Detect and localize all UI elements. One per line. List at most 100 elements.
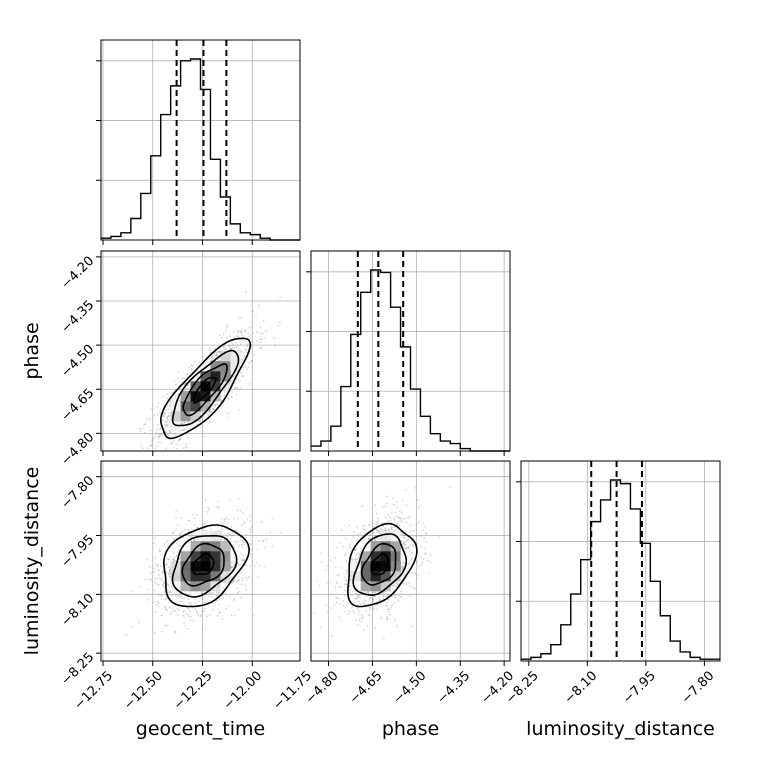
sample-point bbox=[183, 621, 185, 624]
sample-point bbox=[356, 526, 358, 528]
sample-point bbox=[195, 514, 198, 517]
sample-point bbox=[355, 619, 357, 622]
sample-point bbox=[410, 530, 412, 533]
sample-point bbox=[269, 531, 272, 534]
sample-point bbox=[219, 612, 221, 614]
sample-point bbox=[193, 361, 196, 363]
sample-point bbox=[183, 383, 186, 385]
density-cell bbox=[200, 361, 211, 372]
sample-point bbox=[189, 610, 191, 613]
sample-point bbox=[366, 591, 368, 594]
sample-point bbox=[387, 593, 390, 596]
sample-point bbox=[387, 608, 389, 611]
sample-point bbox=[154, 536, 156, 539]
sample-point bbox=[416, 542, 419, 545]
sample-point bbox=[374, 627, 377, 630]
sample-point bbox=[187, 519, 190, 522]
sample-point bbox=[165, 431, 167, 433]
density-cell bbox=[180, 401, 191, 412]
sample-point bbox=[355, 592, 357, 595]
sample-point bbox=[188, 388, 191, 390]
density-cell bbox=[170, 571, 181, 582]
sample-point bbox=[342, 545, 345, 548]
sample-point bbox=[249, 337, 251, 340]
sample-point bbox=[409, 585, 412, 588]
sample-point bbox=[171, 590, 174, 593]
sample-point bbox=[246, 545, 248, 548]
sample-point bbox=[353, 611, 356, 614]
sample-point bbox=[358, 619, 361, 622]
sample-point bbox=[125, 456, 127, 458]
sample-point bbox=[393, 601, 396, 604]
sample-point bbox=[403, 543, 406, 545]
sample-point bbox=[208, 411, 211, 413]
sample-point bbox=[183, 377, 185, 380]
sample-point bbox=[158, 568, 160, 571]
density-cell bbox=[200, 561, 211, 572]
sample-point bbox=[224, 528, 227, 531]
sample-point bbox=[334, 586, 337, 588]
sample-point bbox=[240, 331, 243, 334]
sample-point bbox=[167, 419, 169, 422]
density-cell bbox=[220, 541, 231, 552]
sample-point bbox=[241, 546, 244, 548]
sample-point bbox=[157, 401, 160, 404]
sample-point bbox=[334, 556, 337, 559]
sample-point bbox=[394, 515, 397, 518]
sample-point bbox=[226, 534, 229, 537]
sample-point bbox=[168, 575, 171, 578]
sample-point bbox=[384, 505, 387, 508]
sample-point bbox=[168, 414, 171, 417]
sample-point bbox=[403, 542, 405, 544]
density-cell bbox=[350, 561, 362, 572]
sample-point bbox=[425, 540, 428, 543]
sample-point bbox=[336, 546, 339, 549]
sample-point bbox=[160, 614, 163, 617]
contour-line bbox=[181, 542, 225, 587]
sample-point bbox=[257, 540, 260, 542]
density-cell bbox=[180, 561, 191, 572]
sample-point bbox=[186, 384, 189, 387]
sample-point bbox=[168, 415, 170, 417]
sample-point bbox=[208, 595, 210, 598]
sample-point bbox=[348, 524, 351, 527]
sample-point bbox=[368, 606, 371, 609]
sample-point bbox=[225, 593, 228, 596]
y-tick-label: −4.80 bbox=[59, 430, 98, 469]
sample-point bbox=[190, 367, 193, 370]
sample-point bbox=[374, 591, 377, 594]
sample-point bbox=[200, 592, 203, 595]
sample-point bbox=[176, 608, 179, 610]
sample-point bbox=[329, 559, 332, 562]
sample-point bbox=[161, 571, 164, 574]
sample-point bbox=[335, 596, 337, 599]
sample-point bbox=[220, 532, 223, 535]
sample-point bbox=[449, 486, 452, 489]
sample-point bbox=[167, 590, 170, 593]
sample-point bbox=[387, 610, 390, 613]
sample-point bbox=[377, 537, 379, 540]
sample-point bbox=[385, 529, 388, 532]
sample-point bbox=[378, 530, 381, 533]
sample-point bbox=[259, 337, 262, 340]
sample-point bbox=[203, 601, 205, 604]
sample-point bbox=[358, 600, 360, 603]
sample-point bbox=[230, 396, 233, 399]
density-cell bbox=[190, 541, 201, 552]
sample-point bbox=[156, 405, 158, 408]
sample-point bbox=[167, 572, 170, 575]
sample-point bbox=[169, 432, 172, 434]
sample-point bbox=[177, 392, 180, 395]
sample-point bbox=[216, 591, 218, 594]
sample-point bbox=[235, 529, 238, 532]
sample-point bbox=[428, 572, 431, 575]
sample-point bbox=[203, 435, 206, 438]
sample-point bbox=[396, 515, 399, 518]
sample-point bbox=[184, 428, 187, 430]
density-panel-phase-luminosity_distance bbox=[310, 460, 511, 666]
sample-point bbox=[402, 536, 405, 539]
sample-point bbox=[240, 317, 243, 319]
sample-point bbox=[211, 410, 213, 413]
sample-point bbox=[154, 557, 156, 560]
sample-point bbox=[158, 433, 161, 436]
